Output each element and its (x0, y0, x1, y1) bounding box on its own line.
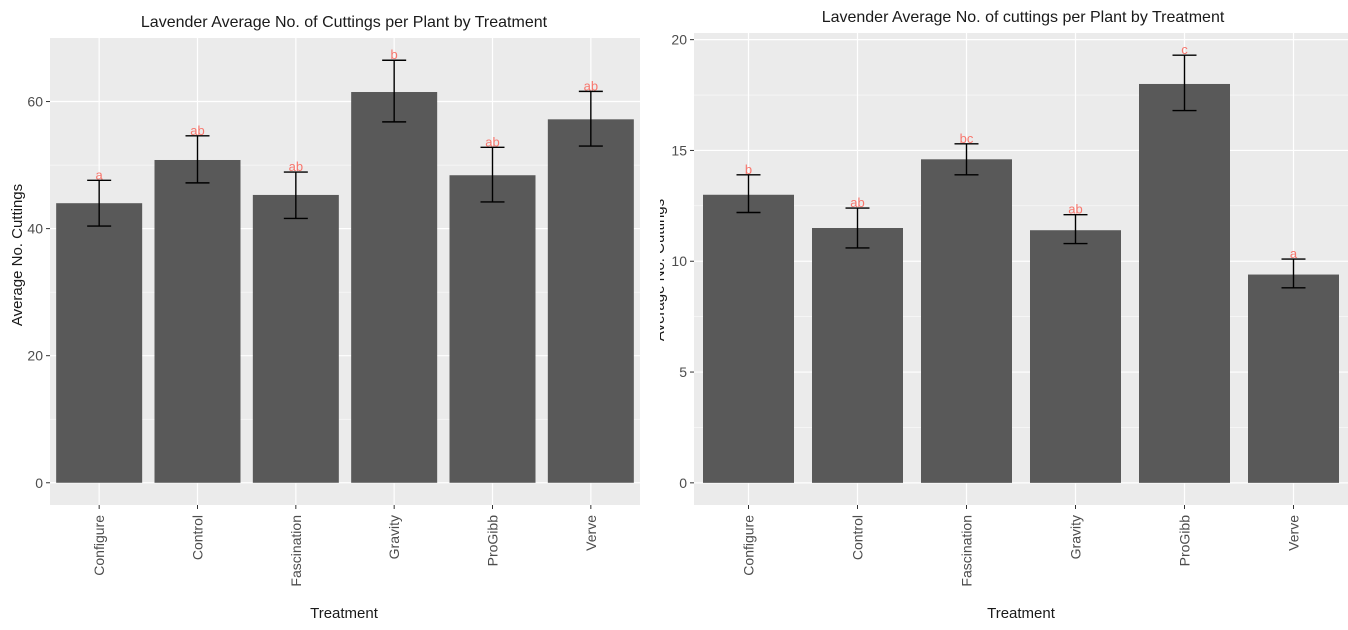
error-bars (736, 54, 1306, 289)
y-tick-label: 20 (27, 348, 43, 364)
significance-letters: b ab bc ab c a (745, 42, 1298, 261)
x-tick-label: ProGibb (1177, 515, 1193, 567)
bar-configure (56, 203, 143, 483)
x-tick-label: Gravity (386, 515, 402, 559)
x-tick-label: Control (850, 515, 866, 560)
x-axis-title: Treatment (310, 605, 379, 622)
x-tick-label: Fascination (959, 515, 975, 587)
chart-left: Lavender Average No. of Cuttings per Pla… (0, 0, 660, 625)
bar-control (154, 159, 241, 483)
bar-control (812, 228, 903, 483)
y-tick-label: 40 (27, 221, 43, 237)
significance-letter: a (96, 167, 104, 182)
significance-letters: a ab ab b ab ab (96, 47, 599, 182)
plot-panel (50, 38, 640, 505)
y-tick-label: 0 (679, 475, 687, 491)
significance-letter: bc (960, 131, 974, 146)
x-axis-title: Treatment (987, 605, 1056, 622)
x-tick-label: Configure (741, 515, 757, 576)
significance-letter: ab (190, 123, 204, 138)
bars (703, 83, 1339, 483)
bar-gravity (1030, 230, 1121, 483)
x-tick-label: Configure (91, 515, 107, 576)
bars (56, 92, 634, 483)
x-tick-label: Fascination (288, 515, 304, 587)
significance-letter: ab (1068, 202, 1082, 217)
significance-letter: c (1181, 42, 1188, 57)
y-axis-ticks: 0 20 40 60 (27, 94, 50, 491)
x-tick-label: Verve (1286, 515, 1302, 551)
bar-progibb (1139, 83, 1230, 483)
bar-fascination (921, 159, 1012, 483)
x-axis-ticks: Configure Control Fascination Gravity ProGib… (91, 505, 599, 587)
x-tick-label: Gravity (1068, 515, 1084, 559)
y-tick-label: 0 (35, 475, 43, 491)
x-tick-label: Verve (583, 515, 599, 551)
bar-fascination (252, 194, 339, 483)
significance-letter: a (1290, 246, 1298, 261)
y-tick-label: 5 (679, 364, 687, 380)
x-tick-label: ProGibb (485, 515, 501, 567)
y-tick-label: 15 (671, 142, 687, 158)
error-bars (87, 59, 603, 227)
chart-title: Lavender Average No. of Cuttings per Pla… (141, 14, 548, 31)
bar-verve (1248, 274, 1339, 483)
significance-letter: b (745, 162, 752, 177)
chart-left-svg: Lavender Average No. of Cuttings per Pla… (9, 14, 640, 622)
significance-letter: b (391, 47, 398, 62)
significance-letter: ab (289, 159, 303, 174)
significance-letter: ab (485, 134, 499, 149)
plot-panel (694, 33, 1348, 505)
significance-letter: ab (850, 195, 864, 210)
x-axis-ticks: Configure Control Fascination Gravity ProGib… (741, 505, 1302, 587)
y-axis-title: Average No. Cuttings (660, 199, 668, 341)
significance-letter: ab (584, 78, 598, 93)
bar-verve (547, 119, 634, 483)
y-axis-title: Average No. Cuttings (9, 184, 26, 326)
bar-gravity (351, 92, 438, 483)
bar-progibb (449, 175, 536, 483)
chart-right: Lavender Average No. of cuttings per Pla… (651, 0, 1348, 625)
x-tick-label: Control (190, 515, 206, 560)
y-axis-ticks: 0 5 10 15 20 (671, 32, 694, 491)
y-tick-label: 20 (671, 32, 687, 48)
bar-configure (703, 194, 794, 483)
y-tick-label: 60 (27, 94, 43, 110)
chart-right-svg: Lavender Average No. of cuttings per Pla… (651, 9, 1348, 622)
y-tick-label: 10 (671, 253, 687, 269)
chart-title: Lavender Average No. of cuttings per Pla… (822, 9, 1225, 26)
